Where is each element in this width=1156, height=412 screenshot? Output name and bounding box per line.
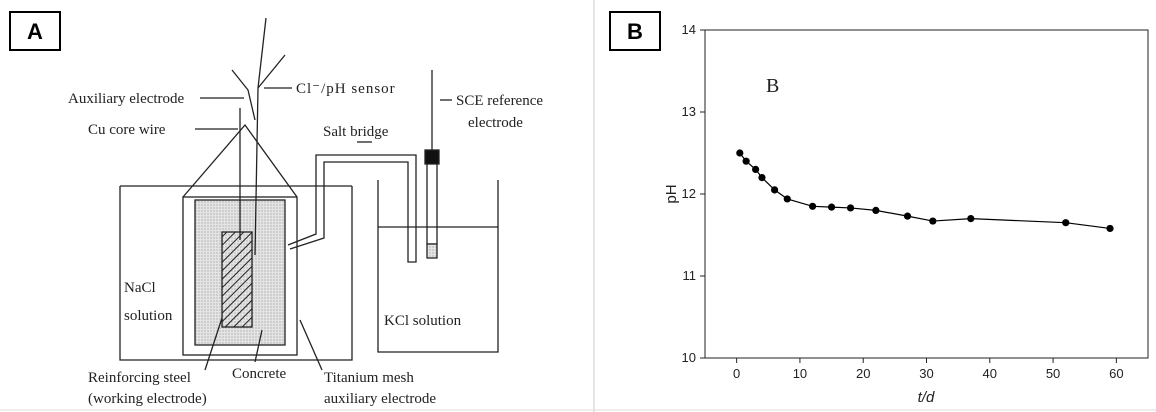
data-point	[783, 195, 791, 203]
panel-label: B	[627, 19, 643, 44]
chart: B pH t/d 10 11 12 13 14 0 10 20 30 40 50 60	[663, 22, 1149, 406]
y-tick-label: 14	[682, 22, 696, 37]
x-tick-label: 30	[919, 366, 933, 381]
data-point	[808, 202, 817, 210]
label: Reinforcing steel	[88, 370, 191, 386]
panel-box	[9, 11, 61, 51]
data-point	[846, 204, 855, 212]
label: Salt bridge	[323, 124, 389, 140]
label: electrode	[468, 115, 523, 131]
label: Cl⁻/pH sensor	[296, 81, 396, 97]
data-point	[967, 215, 975, 223]
y-tick-label: 10	[682, 350, 696, 365]
data-line	[739, 152, 1111, 230]
label: auxiliary electrode	[324, 391, 436, 407]
kcl-tank	[377, 180, 499, 353]
data-point	[827, 203, 836, 211]
leader	[204, 317, 223, 371]
data-point	[758, 174, 766, 182]
data-point	[903, 212, 912, 220]
x-tick-label: 0	[733, 366, 740, 381]
data-point	[1106, 224, 1114, 233]
x-tick-label: 40	[983, 366, 997, 381]
leader	[299, 319, 323, 371]
data-point	[752, 165, 760, 173]
data-point	[872, 206, 880, 214]
data-point	[1062, 219, 1070, 227]
label: SCE reference	[456, 93, 543, 109]
salt-bridge	[287, 154, 417, 263]
sce-tube	[426, 164, 438, 245]
leader	[254, 329, 263, 363]
label: (working electrode)	[88, 391, 207, 407]
label: KCl solution	[384, 313, 462, 329]
aux-wire	[231, 69, 256, 121]
label: Concrete	[232, 366, 286, 382]
label: Auxiliary electrode	[68, 91, 185, 107]
sce-tip	[426, 243, 438, 259]
y-axis-label: pH	[663, 184, 680, 203]
sensor-wire	[257, 54, 286, 89]
nacl-tank	[119, 186, 353, 361]
label: NaCl	[124, 280, 156, 296]
label: Titanium mesh	[324, 370, 414, 386]
x-tick-label: 60	[1109, 366, 1123, 381]
label: solution	[124, 308, 173, 324]
data-point	[929, 217, 937, 225]
x-axis-label: t/d	[918, 389, 935, 406]
x-tick-label: 20	[856, 366, 870, 381]
steel	[221, 231, 253, 328]
x-tick-label: 10	[793, 366, 807, 381]
panel-box	[609, 11, 661, 51]
y-tick-label: 11	[683, 268, 697, 283]
annotation: B	[766, 75, 779, 97]
sce-head	[424, 149, 440, 165]
data-point	[736, 149, 744, 157]
panel-label: A	[27, 19, 43, 44]
label: Cu core wire	[88, 122, 166, 138]
diagram: Auxiliary electrode Cl⁻/pH sensor SCE re…	[68, 17, 543, 407]
x-tick-label: 50	[1046, 366, 1060, 381]
data-point	[771, 186, 779, 194]
y-tick-label: 13	[682, 104, 696, 119]
data-point	[742, 157, 750, 165]
y-tick-label: 12	[682, 186, 696, 201]
mesh-wires	[182, 123, 298, 198]
